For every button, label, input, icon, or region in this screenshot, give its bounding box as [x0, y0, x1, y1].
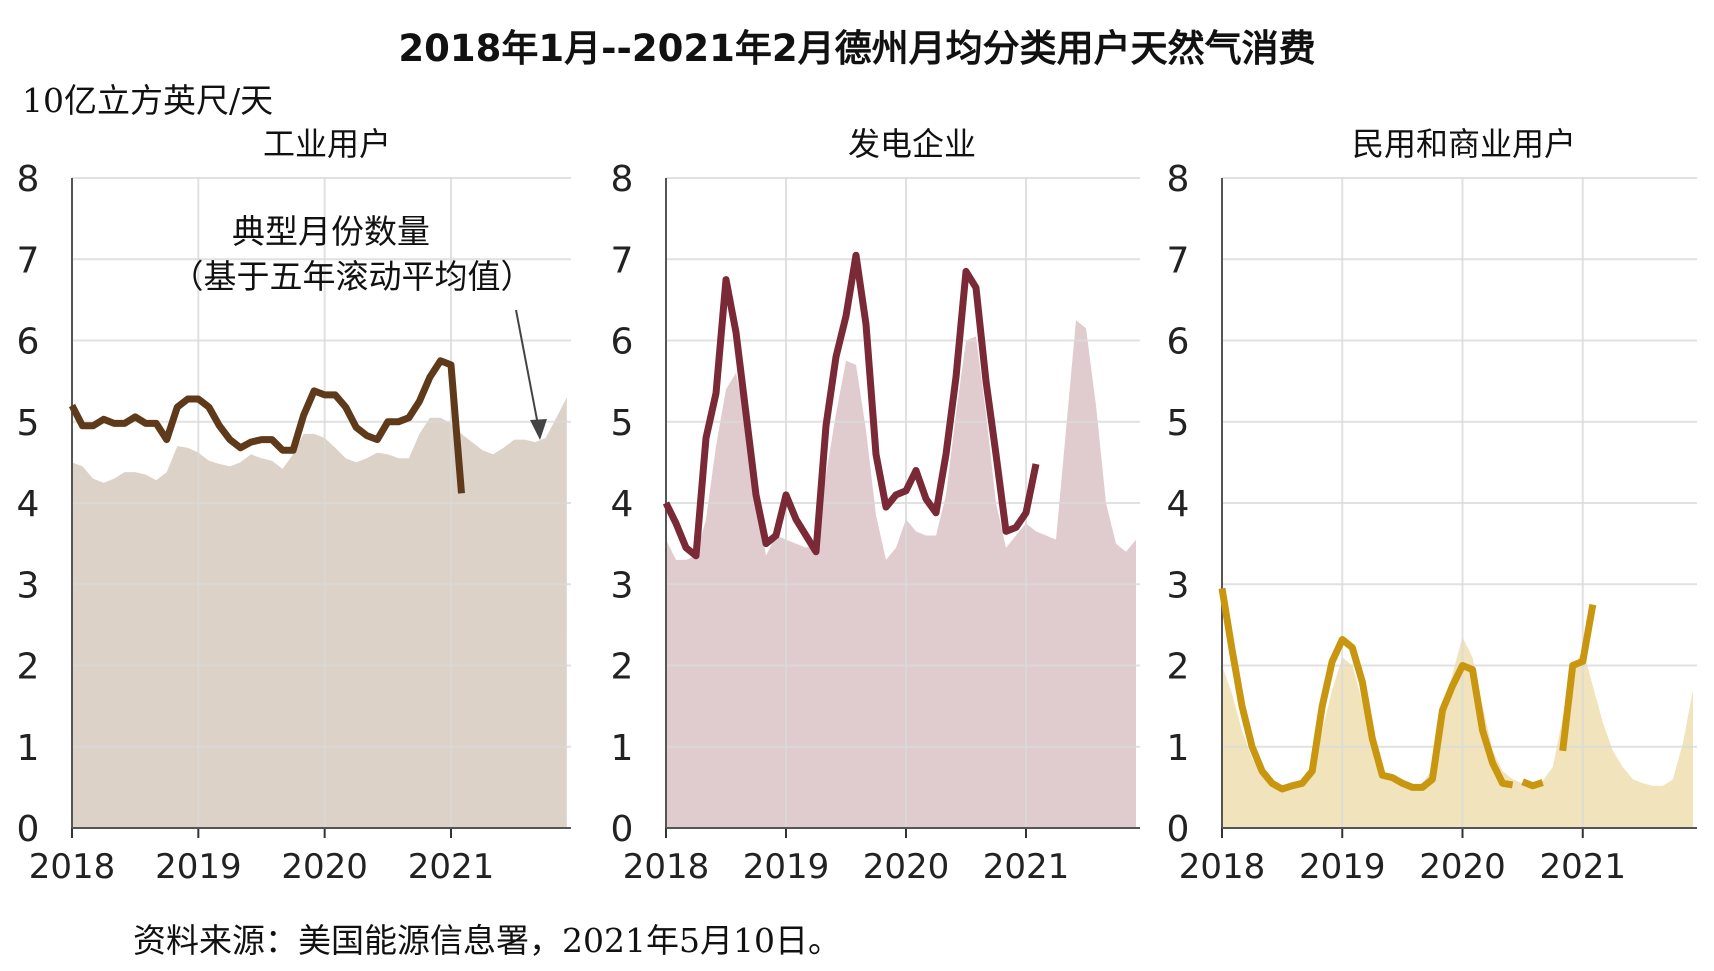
annotation-line-1: 典型月份数量: [232, 212, 430, 251]
x-tick-label: 2021: [1539, 847, 1626, 887]
y-tick-label: 1: [17, 728, 40, 769]
panel-title: 工业用户: [263, 125, 391, 163]
chart-title: 2018年1月--2021年2月德州月均分类用户天然气消费: [398, 27, 1316, 70]
actual-line: [1521, 778, 1544, 790]
y-tick-label: 4: [1167, 484, 1190, 525]
x-tick-label: 2018: [29, 847, 116, 887]
x-tick-label: 2020: [1419, 847, 1506, 887]
y-tick-label: 7: [1167, 240, 1190, 281]
actual-line: [68, 357, 465, 494]
y-tick-label: 3: [611, 565, 634, 606]
y-tick-label: 0: [611, 809, 634, 850]
y-tick-label: 1: [611, 728, 634, 769]
y-tick-label: 2: [17, 647, 40, 688]
annotation-arrow: [515, 309, 539, 426]
panel-title: 民用和商业用户: [1352, 125, 1576, 163]
y-tick-label: 3: [17, 565, 40, 606]
y-tick-label: 8: [1167, 159, 1190, 200]
y-tick-label: 6: [17, 322, 40, 363]
x-tick-label: 2018: [623, 847, 710, 887]
x-tick-label: 2021: [983, 847, 1070, 887]
actual-line: [1218, 587, 1514, 793]
y-tick-label: 5: [17, 403, 40, 444]
x-tick-label: 2021: [408, 847, 495, 887]
x-tick-label: 2020: [281, 847, 368, 887]
typical-area: [72, 397, 567, 828]
x-tick-label: 2019: [155, 847, 242, 887]
y-tick-label: 7: [17, 240, 40, 281]
y-tick-label: 3: [1167, 565, 1190, 606]
y-tick-label: 8: [611, 159, 634, 200]
x-tick-label: 2020: [863, 847, 950, 887]
y-tick-label: 6: [611, 322, 634, 363]
x-tick-label: 2018: [1179, 847, 1266, 887]
y-axis-unit-label: 10亿立方英尺/天: [22, 81, 274, 120]
y-tick-label: 1: [1167, 728, 1190, 769]
y-tick-label: 7: [611, 240, 634, 281]
x-tick-label: 2019: [743, 847, 830, 887]
typical-area: [1222, 637, 1693, 828]
y-tick-label: 2: [611, 647, 634, 688]
panel-title: 发电企业: [848, 125, 976, 163]
panel-industrial: 工业用户 0 1 2 3 4 5 6 7 8 2018 2019 2020 2021 典型月份数量 （基于五年…: [17, 125, 571, 887]
y-tick-label: 8: [17, 159, 40, 200]
annotation-arrowhead: [530, 419, 547, 440]
actual-line: [1559, 603, 1597, 752]
actual-line: [662, 251, 1040, 560]
y-tick-label: 0: [1167, 809, 1190, 850]
y-tick-label: 0: [17, 809, 40, 850]
y-tick-label: 5: [1167, 403, 1190, 444]
y-tick-label: 4: [17, 484, 40, 525]
y-tick-label: 4: [611, 484, 634, 525]
y-tick-label: 5: [611, 403, 634, 444]
panel-power: 发电企业 0 1 2 3 4 5 6 7 8 2018 2019 2020 2021: [611, 125, 1140, 887]
x-tick-label: 2019: [1299, 847, 1386, 887]
panel-residential: 民用和商业用户 0 1 2 3 4 5 6 7 8 2018 2019 2020 2021: [1167, 125, 1697, 887]
y-tick-label: 2: [1167, 647, 1190, 688]
y-tick-label: 6: [1167, 322, 1190, 363]
source-note: 资料来源：美国能源信息署，2021年5月10日。: [133, 921, 841, 960]
annotation-line-2: （基于五年滚动平均值）: [171, 257, 534, 296]
typical-area: [666, 320, 1137, 828]
